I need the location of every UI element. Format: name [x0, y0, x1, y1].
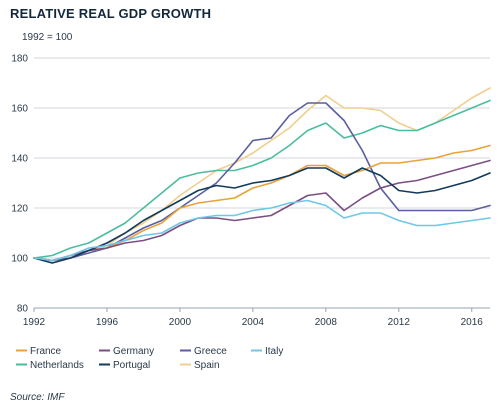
x-axis-tick-labels: 1992 1996 2000 2004 2008 2012 2016: [23, 308, 483, 328]
legend-label-germany: Germany: [113, 346, 154, 357]
x-tick-label: 2000: [169, 317, 192, 328]
y-tick-label: 140: [11, 154, 28, 165]
y-tick-label: 120: [11, 204, 28, 215]
y-tick-label: 180: [11, 54, 28, 65]
gridlines: [34, 57, 490, 309]
chart-title: RELATIVE REAL GDP GROWTH: [10, 6, 212, 21]
series-line-germany: [33, 159, 491, 262]
x-tick-label: 2008: [315, 317, 338, 328]
x-tick-label: 2016: [461, 317, 484, 328]
y-tick-label: 100: [11, 254, 28, 265]
series-line-netherlands: [33, 99, 491, 259]
legend: France Germany Greece Italy Netherlands Portu…: [16, 346, 283, 371]
series-lines: [33, 87, 491, 264]
y-axis-tick-labels: 80 100 120 140 160 180: [11, 54, 28, 315]
source-note: Source: IMF: [10, 392, 65, 403]
x-tick-label: 2004: [242, 317, 265, 328]
legend-label-netherlands: Netherlands: [30, 360, 84, 371]
series-line-spain: [33, 87, 491, 264]
y-tick-label: 160: [11, 104, 28, 115]
legend-label-spain: Spain: [194, 360, 220, 371]
series-line-portugal: [33, 167, 491, 264]
series-line-italy: [33, 199, 491, 262]
x-tick-label: 1996: [96, 317, 119, 328]
x-tick-label: 1992: [23, 317, 46, 328]
legend-label-portugal: Portugal: [113, 360, 150, 371]
x-tick-label: 2012: [388, 317, 411, 328]
y-tick-label: 80: [17, 304, 29, 315]
legend-label-greece: Greece: [194, 346, 227, 357]
series-line-france: [33, 144, 491, 262]
y-axis-unit-note: 1992 = 100: [22, 32, 73, 43]
legend-label-france: France: [30, 346, 62, 357]
legend-label-italy: Italy: [265, 346, 283, 357]
